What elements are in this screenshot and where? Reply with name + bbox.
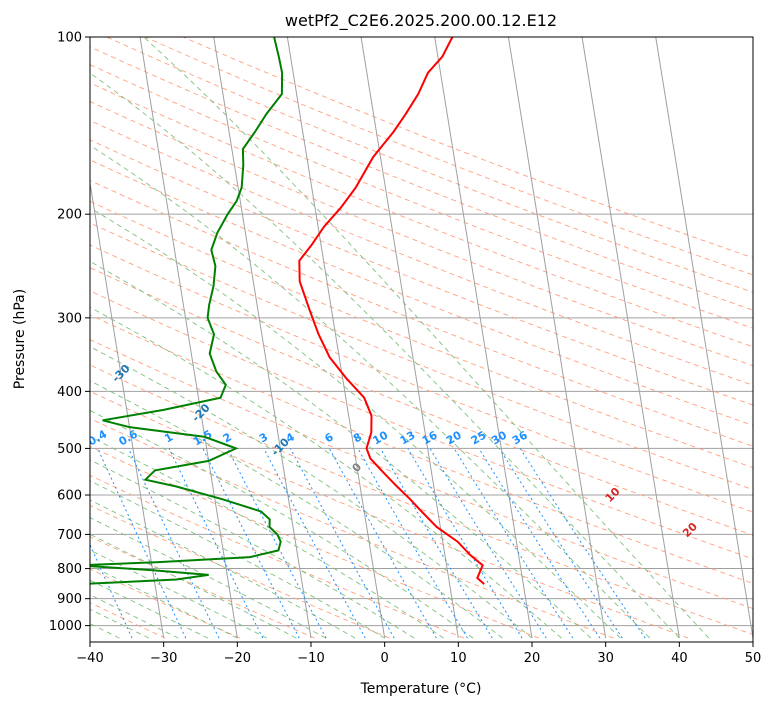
temperature-trace <box>298 37 485 585</box>
moist-adiabat <box>90 207 621 639</box>
moist-adiabat <box>90 409 474 639</box>
y-tick-label: 400 <box>57 385 82 400</box>
dry-adiabat <box>90 244 753 513</box>
x-tick-label: 10 <box>450 651 467 666</box>
dry-adiabat <box>90 267 753 536</box>
isotherm-line <box>655 37 753 639</box>
x-tick-label: 40 <box>671 651 688 666</box>
dry-adiabat <box>90 390 689 639</box>
moist-adiabat <box>90 144 651 639</box>
dewpoint-trace <box>90 37 284 585</box>
mixing-ratio-line <box>202 448 300 639</box>
plot-area: 0.10.20.40.611.52346810131620253036-100-… <box>90 37 753 639</box>
x-tick-label: 20 <box>524 651 541 666</box>
dry-adiabat <box>90 568 241 639</box>
mixing-ratio-line <box>498 448 623 639</box>
y-tick-label: 1000 <box>49 619 82 634</box>
x-tick-label: −40 <box>76 651 103 666</box>
x-tick-label: −10 <box>297 651 324 666</box>
x-axis-label: Temperature (°C) <box>360 681 482 697</box>
y-axis-label: Pressure (hPa) <box>12 289 28 389</box>
y-tick-label: 200 <box>57 208 82 223</box>
moist-adiabat <box>90 564 238 639</box>
mixing-ratio-line <box>97 448 187 639</box>
chart-title: wetPf2_C2E6.2025.200.00.12.E12 <box>285 11 557 31</box>
dry-adiabat <box>90 445 539 639</box>
x-tick-label: −20 <box>224 651 251 666</box>
y-tick-label: 800 <box>57 562 82 577</box>
mixing-ratio-line <box>519 448 646 639</box>
y-tick-label: 100 <box>57 31 82 46</box>
dry-adiabat <box>90 200 753 469</box>
plot-frame <box>89 36 754 643</box>
y-tick-label: 600 <box>57 489 82 504</box>
moist-adiabat <box>90 306 562 639</box>
x-tick-label: 0 <box>381 651 389 666</box>
isotherm-line <box>213 37 312 639</box>
dry-adiabat <box>90 339 753 610</box>
dry-adiabat <box>90 101 753 367</box>
isotherm-line <box>90 179 165 639</box>
moist-adiabat <box>90 533 297 639</box>
mixing-ratio-line <box>429 448 547 639</box>
mixing-ratio-line <box>357 448 468 639</box>
mixing-ratio-line <box>407 448 523 639</box>
x-tick-label: 30 <box>597 651 614 666</box>
mixing-ratio-line <box>90 543 133 639</box>
moist-adiabat <box>90 579 209 639</box>
dry-adiabat <box>90 64 753 329</box>
moist-adiabat <box>90 436 444 639</box>
isotherm-line <box>581 37 680 639</box>
isotherm-line <box>286 37 386 639</box>
moist-adiabat <box>143 37 710 639</box>
dry-adiabat <box>90 417 614 639</box>
axes: −40 −30 −20 −10 0 10 20 30 40 50 100 200 300 400 500 60… <box>49 31 761 667</box>
dry-adiabat <box>90 474 465 639</box>
mixing-ratio-line <box>289 448 395 639</box>
moist-adiabat <box>90 346 533 639</box>
y-tick-label: 700 <box>57 528 82 543</box>
y-tick-label: 300 <box>57 311 82 326</box>
dry-adiabat <box>90 159 753 426</box>
isotherm-line <box>360 37 459 639</box>
mixing-ratio-line <box>227 448 327 639</box>
y-tick-label: 900 <box>57 592 82 607</box>
moist-adiabat <box>90 549 268 639</box>
isotherm-line <box>434 37 533 639</box>
mixing-ratio-line <box>168 448 264 639</box>
y-tick-label: 500 <box>57 442 82 457</box>
mixing-ratio-line <box>263 448 366 639</box>
moist-adiabat <box>90 480 385 639</box>
isotherm-line <box>139 37 238 639</box>
moist-adiabat <box>90 72 680 639</box>
mixing-ratio-line <box>380 448 493 639</box>
x-tick-label: 50 <box>745 651 762 666</box>
dry-adiabat <box>90 46 753 311</box>
x-tick-label: −30 <box>150 651 177 666</box>
dry-adiabat <box>90 314 753 584</box>
dry-adiabat <box>90 222 753 491</box>
moist-adiabat <box>90 459 415 639</box>
isotherm-line <box>507 37 607 639</box>
moist-adiabat <box>90 380 503 639</box>
